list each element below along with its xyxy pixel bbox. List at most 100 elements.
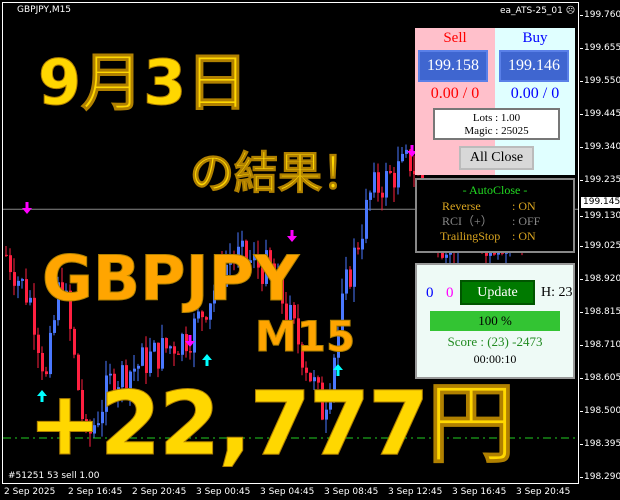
candle-body xyxy=(325,409,328,420)
magic-value: Magic : 25025 xyxy=(464,125,529,137)
candle-body xyxy=(29,297,32,303)
candle-body xyxy=(233,258,236,260)
candle-body xyxy=(225,264,228,287)
candle-body xyxy=(69,290,72,329)
count-magenta: 0 xyxy=(446,285,454,301)
buy-pl: 0.00 / 0 xyxy=(510,85,560,102)
candle-body xyxy=(193,318,196,353)
candle-body xyxy=(317,377,320,383)
price-tick: 198.395 xyxy=(580,439,620,450)
price-tick: 198.605 xyxy=(580,373,620,384)
candle-body xyxy=(117,387,120,397)
score-label: Score : (23) -2473 xyxy=(447,334,543,349)
candle-body xyxy=(85,419,88,427)
candle-body xyxy=(405,149,408,154)
candle-body xyxy=(301,344,304,368)
trailing-stop-value: : ON xyxy=(512,229,536,243)
candle-body xyxy=(237,246,240,260)
overlay-profit: +22,777円 xyxy=(27,372,515,475)
candle-body xyxy=(401,153,404,162)
candle-body xyxy=(105,375,108,412)
sell-pl: 0.00 / 0 xyxy=(430,85,480,102)
hours-label: H: 23 xyxy=(541,285,573,300)
candle-body xyxy=(157,342,160,369)
candle-body xyxy=(165,338,168,349)
candle-body xyxy=(49,332,52,375)
overlay-result: の結果！ xyxy=(190,148,367,199)
candle-body xyxy=(33,297,36,335)
candle-body xyxy=(189,351,192,353)
price-tick: 199.340 xyxy=(580,142,620,153)
candle-body xyxy=(97,423,100,426)
candle-body xyxy=(137,365,140,369)
candle-body xyxy=(201,311,204,318)
candle-body xyxy=(213,290,216,304)
candle-body xyxy=(389,171,392,173)
price-tick: 199.130 xyxy=(580,211,620,222)
all-close-button[interactable]: All Close xyxy=(459,146,534,170)
candle-body xyxy=(289,304,292,320)
candle-body xyxy=(177,353,180,355)
candle-body xyxy=(321,382,324,420)
price-tick: 199.655 xyxy=(580,43,620,54)
candle-body xyxy=(109,373,112,376)
candle-body xyxy=(25,279,28,303)
time-tick: 3 Sep 12:45 xyxy=(388,487,443,497)
candle-body xyxy=(297,318,300,345)
candle-body xyxy=(413,171,416,175)
candle-body xyxy=(385,171,388,198)
trailing-stop-label: TrailingStop xyxy=(440,229,501,243)
candle-body xyxy=(209,303,212,320)
rci-label: RCI（+） xyxy=(442,214,493,228)
candle-body xyxy=(281,271,284,304)
rci-value: : OFF xyxy=(512,214,541,228)
count-blue: 0 xyxy=(426,285,434,301)
chart-area[interactable] xyxy=(2,2,579,484)
price-tick: 198.920 xyxy=(580,274,620,285)
candle-body xyxy=(133,368,136,372)
progress-label: 100 % xyxy=(478,313,512,328)
progress-fill xyxy=(430,311,560,331)
ea-name: ea_ATS-25_01 ☹ xyxy=(500,6,575,16)
candle-body xyxy=(205,317,208,320)
candle-body xyxy=(341,293,344,331)
candle-body xyxy=(121,365,124,388)
lots-magic-box: Lots : 1.00 Magic : 25025 xyxy=(433,108,560,140)
time-tick: 2 Sep 16:45 xyxy=(68,487,123,497)
reverse-value: : ON xyxy=(512,199,536,213)
ea-name-text: ea_ATS-25_01 xyxy=(500,6,563,16)
candle-body xyxy=(153,342,156,352)
candle-body xyxy=(273,263,276,278)
candle-body xyxy=(345,269,348,294)
time-tick: 3 Sep 04:45 xyxy=(260,487,315,497)
status-panel: 0 0 Update H: 23 100 % Score : (23) -247… xyxy=(415,263,575,379)
candle-body xyxy=(217,265,220,291)
candle-body xyxy=(5,254,8,256)
candle-body xyxy=(149,351,152,373)
update-button[interactable]: Update xyxy=(460,280,535,305)
candle-body xyxy=(329,391,332,410)
buy-arrow-icon xyxy=(202,354,212,366)
sell-button[interactable]: 199.158 xyxy=(418,50,488,82)
time-tick: 3 Sep 16:45 xyxy=(452,487,507,497)
candle-body xyxy=(393,172,396,188)
time-tick: 2 Sep 2025 xyxy=(4,487,56,497)
sell-arrow-icon xyxy=(185,335,195,347)
candle-body xyxy=(53,320,56,333)
candle-body xyxy=(93,425,96,434)
price-tick: 198.500 xyxy=(580,406,620,417)
candle-body xyxy=(65,290,68,294)
overlay-date: 9月3日 xyxy=(37,46,249,119)
candle-body xyxy=(17,280,20,286)
candle-body xyxy=(89,426,92,434)
candle-body xyxy=(349,269,352,287)
candle-body xyxy=(41,352,44,372)
candle-body xyxy=(77,354,80,390)
buy-arrow-icon xyxy=(333,364,343,376)
buy-button[interactable]: 199.146 xyxy=(499,50,569,82)
candle-body xyxy=(101,411,104,424)
candle-body xyxy=(37,334,40,353)
candle-body xyxy=(125,365,128,391)
candle-body xyxy=(501,252,504,254)
candle-body xyxy=(73,328,76,355)
